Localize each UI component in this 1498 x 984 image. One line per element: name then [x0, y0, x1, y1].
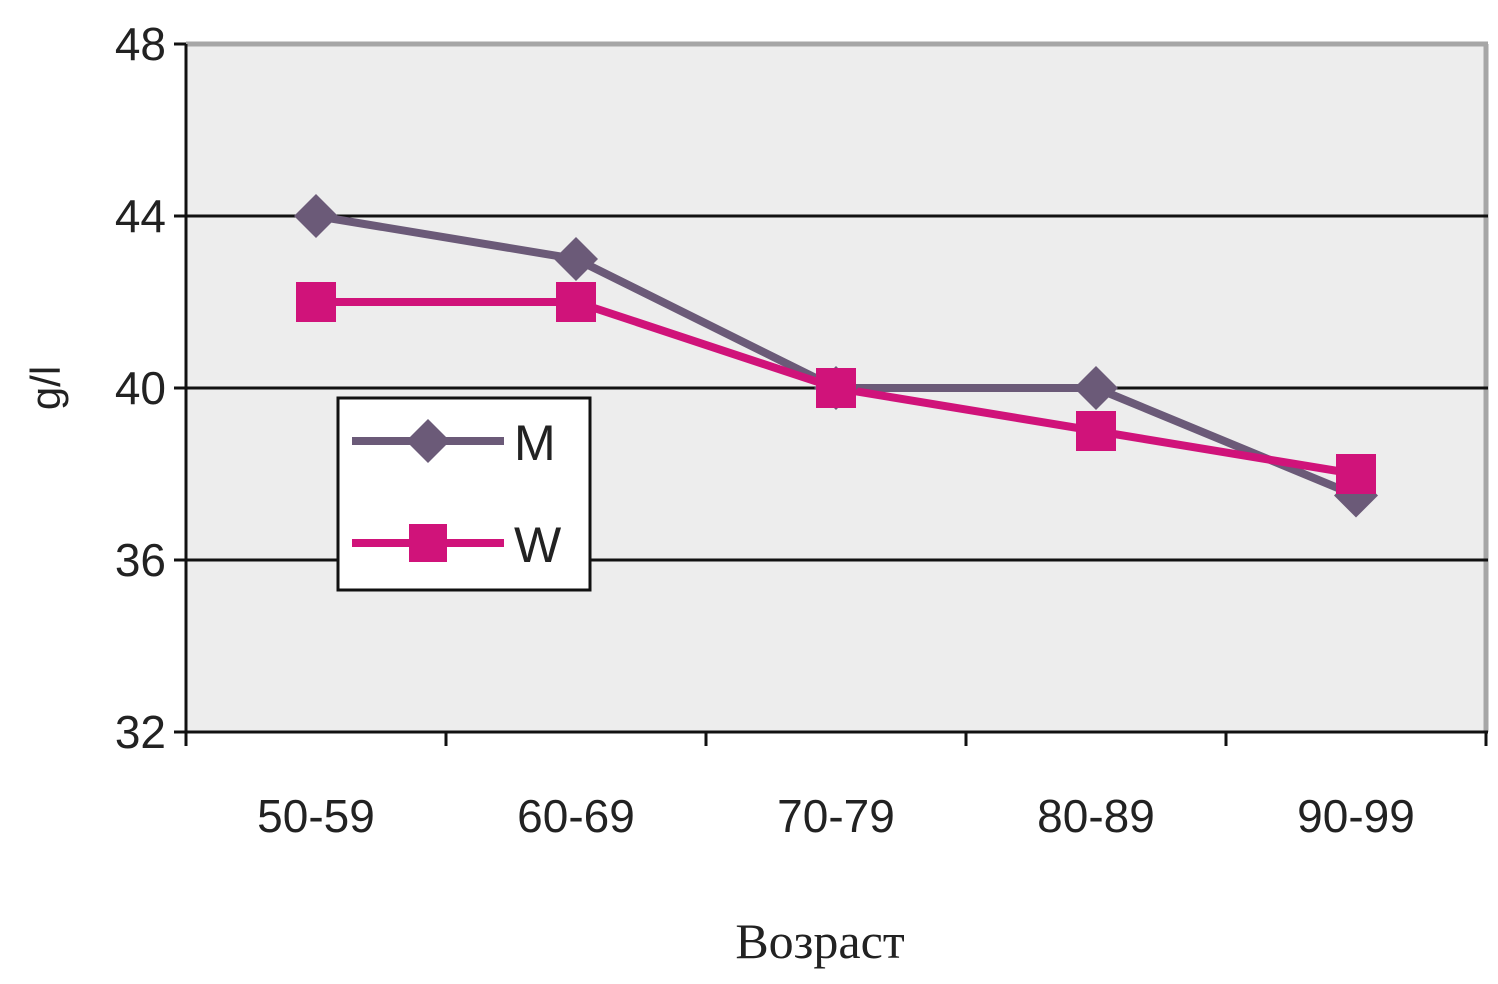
y-tick-label: 44 [115, 190, 166, 242]
y-tick-label: 32 [115, 706, 166, 758]
x-tick-label: 60-69 [517, 790, 635, 842]
x-tick-label: 90-99 [1297, 790, 1415, 842]
legend-marker-square-icon [409, 524, 447, 562]
y-tick-label: 36 [115, 534, 166, 586]
data-point-w [296, 282, 336, 322]
data-point-w [556, 282, 596, 322]
x-tick-label: 80-89 [1037, 790, 1155, 842]
legend: M W [338, 398, 590, 590]
x-tick-label: 70-79 [777, 790, 895, 842]
x-tick-label: 50-59 [257, 790, 375, 842]
y-tick-label: 40 [115, 362, 166, 414]
x-axis-label: Возраст [735, 913, 904, 969]
data-point-w [1336, 454, 1376, 494]
y-axis-label: g/l [22, 366, 69, 410]
y-tick-label: 48 [115, 18, 166, 70]
data-point-w [1076, 411, 1116, 451]
legend-label-m: M [514, 415, 556, 471]
legend-label-w: W [514, 517, 562, 573]
data-point-w [816, 368, 856, 408]
